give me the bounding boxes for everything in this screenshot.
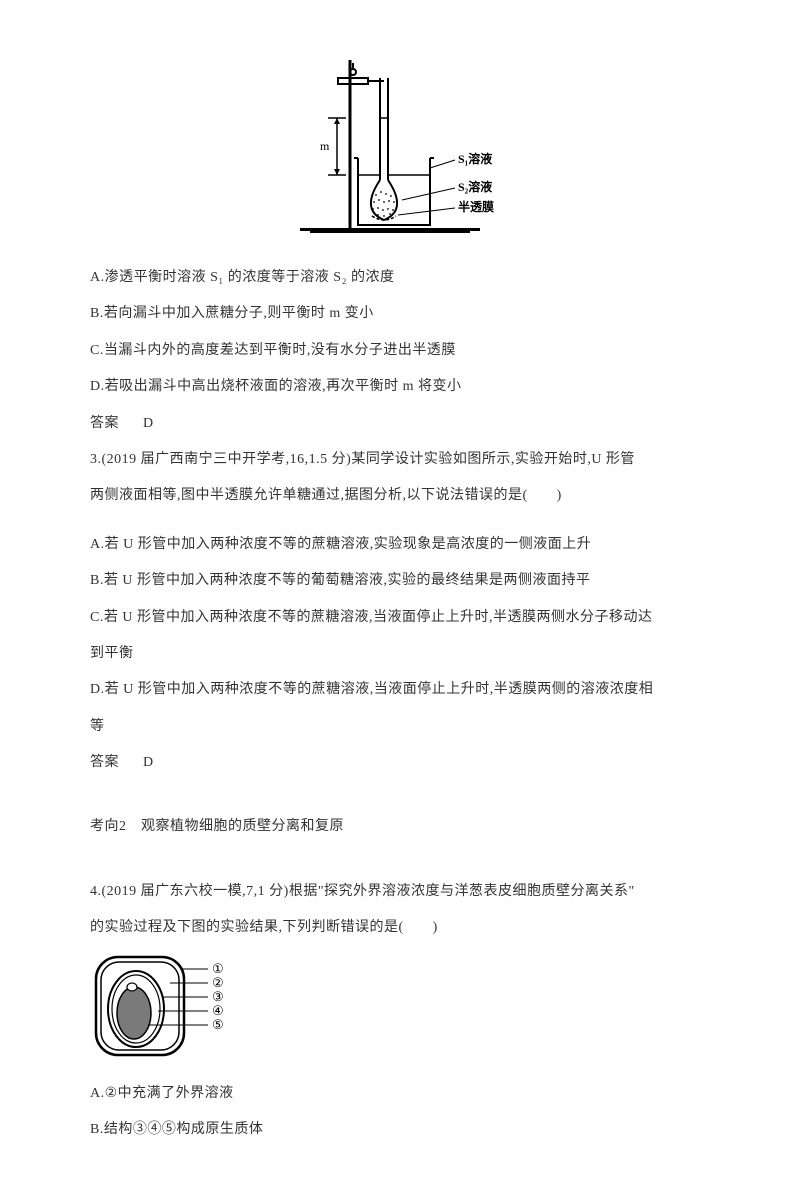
q3-stem-line2: 两侧液面相等,图中半透膜允许单糖通过,据图分析,以下说法错误的是( ) (90, 478, 710, 514)
cell-label-3: ③ (212, 989, 224, 1004)
label-s2: S₂溶液 (458, 179, 492, 194)
q2-answer-label: 答案 (90, 416, 119, 431)
q2-option-d: D.若吸出漏斗中高出烧杯液面的溶液,再次平衡时 m 将变小 (90, 369, 710, 405)
q4-stem-line1: 4.(2019 届广东六校一模,7,1 分)根据"探究外界溶液浓度与洋葱表皮细胞… (90, 874, 710, 910)
spacer (90, 515, 710, 527)
cell-label-4: ④ (212, 1003, 224, 1018)
q3-option-b: B.若 U 形管中加入两种浓度不等的葡萄糖溶液,实验的最终结果是两侧液面持平 (90, 563, 710, 599)
cell-label-2: ② (212, 975, 224, 990)
q3-answer-value: D (143, 755, 154, 770)
osmosis-apparatus-diagram: m S₁溶液 S₂溶液 半透膜 (280, 60, 520, 240)
q2-option-b: B.若向漏斗中加入蔗糖分子,则平衡时 m 变小 (90, 296, 710, 332)
q3-option-c-line2: 到平衡 (90, 636, 710, 672)
q4-option-b: B.结构③④⑤构成原生质体 (90, 1112, 710, 1148)
cell-label-1: ① (212, 961, 224, 976)
label-m: m (320, 139, 330, 153)
q4-option-a: A.②中充满了外界溶液 (90, 1076, 710, 1112)
label-membrane: 半透膜 (458, 199, 494, 214)
q3-option-d-line1: D.若 U 形管中加入两种浓度不等的蔗糖溶液,当液面停止上升时,半透膜两侧的溶液… (90, 672, 710, 708)
q3-option-c-line1: C.若 U 形管中加入两种浓度不等的蔗糖溶液,当液面停止上升时,半透膜两侧水分子… (90, 600, 710, 636)
q2-answer-value: D (143, 416, 154, 431)
q3-answer-line: 答案 D (90, 745, 710, 781)
q3-answer-label: 答案 (90, 755, 119, 770)
spacer (90, 846, 710, 874)
section2-title: 考向2 观察植物细胞的质壁分离和复原 (90, 809, 710, 845)
label-s1: S₁溶液 (458, 151, 492, 166)
q2-option-a: A.渗透平衡时溶液 S₁ 的浓度等于溶液 S₂ 的浓度 (90, 260, 710, 296)
spacer (90, 781, 710, 809)
q3-option-a: A.若 U 形管中加入两种浓度不等的蔗糖溶液,实验现象是高浓度的一侧液面上升 (90, 527, 710, 563)
cell-label-5: ⑤ (212, 1017, 224, 1032)
page-container: m S₁溶液 S₂溶液 半透膜 A.渗透平衡时溶液 S₁ 的浓度等于溶液 S₂ … (0, 0, 800, 1188)
q4-stem-line2: 的实验过程及下图的实验结果,下列判断错误的是( ) (90, 910, 710, 946)
q2-answer-line: 答案 D (90, 406, 710, 442)
plasmolysis-cell-diagram: ① ② ③ ④ ⑤ (90, 951, 270, 1061)
q2-option-c: C.当漏斗内外的高度差达到平衡时,没有水分子进出半透膜 (90, 333, 710, 369)
q3-stem-line1: 3.(2019 届广西南宁三中开学考,16,1.5 分)某同学设计实验如图所示,… (90, 442, 710, 478)
q3-option-d-line2: 等 (90, 709, 710, 745)
